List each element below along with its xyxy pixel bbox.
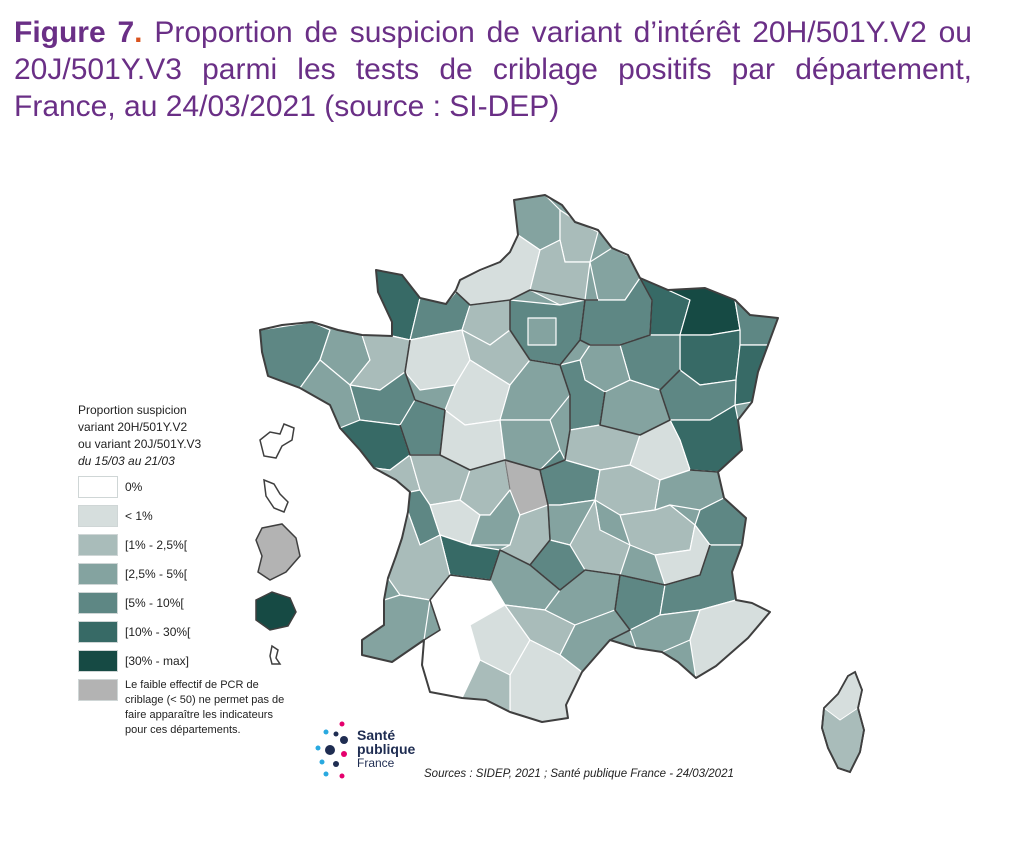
department [361,594,431,663]
logo-line: publique [357,741,416,757]
legend-title-line: Proportion suspicion [78,403,187,417]
mayotte [269,644,282,665]
department [689,599,771,679]
guyane [255,523,301,581]
mainland-france [259,194,779,723]
legend-swatch [78,563,118,585]
logo-line: Santé [357,727,396,743]
legend-label: [5% - 10%[ [125,596,184,610]
martinique [263,478,289,513]
department [559,209,599,263]
overseas-departments [255,423,301,665]
legend-label: [10% - 30%[ [125,625,191,639]
legend-item: [5% - 10%[ [78,592,288,614]
sante-publique-france-logo: Santé publique France [312,718,422,784]
legend-swatch-na [78,679,118,701]
figure-title-text: Proportion de suspicion de variant d’int… [14,16,972,123]
legend-label: < 1% [125,509,153,523]
legend-item: [30% - max] [78,650,288,672]
logo-dots-icon [315,721,348,779]
la-reunion [255,591,297,631]
map-legend: Proportion suspicion variant 20H/501Y.V2… [78,402,288,745]
sources-note: Sources : SIDEP, 2021 ; Santé publique F… [424,768,734,780]
legend-swatch [78,621,118,643]
legend-label: 0% [125,480,143,494]
legend-label: [2,5% - 5%[ [125,567,188,581]
legend-swatch [78,534,118,556]
figure-title: Figure 7. Proportion de suspicion de var… [14,14,972,125]
logo-text: Santé publique France [357,728,415,770]
legend-title-line: variant 20H/501Y.V2 [78,420,188,434]
legend-swatch [78,476,118,498]
legend-swatch [78,650,118,672]
department [734,344,769,406]
guadeloupe [259,423,295,459]
legend-title-line: ou variant 20J/501Y.V3 [78,437,202,451]
legend-item: [1% - 2,5%[ [78,534,288,556]
corsica [821,670,865,774]
legend-item: [2,5% - 5%[ [78,563,288,585]
figure-label: Figure 7 [14,16,135,49]
legend-item: [10% - 30%[ [78,621,288,643]
figure-label-dot: . [134,16,143,49]
legend-label: [30% - max] [125,654,190,668]
legend-label: [1% - 2,5%[ [125,538,188,552]
legend-swatch [78,505,118,527]
legend-label-na: Le faible effectif de PCR de criblage (<… [125,679,285,736]
legend-item-na: Le faible effectif de PCR de criblage (<… [78,679,288,738]
legend-item: 0% [78,476,288,498]
legend-swatch [78,592,118,614]
logo-line: France [357,756,395,770]
department [527,317,557,346]
legend-period: du 15/03 au 21/03 [78,454,175,468]
legend-item: < 1% [78,505,288,527]
